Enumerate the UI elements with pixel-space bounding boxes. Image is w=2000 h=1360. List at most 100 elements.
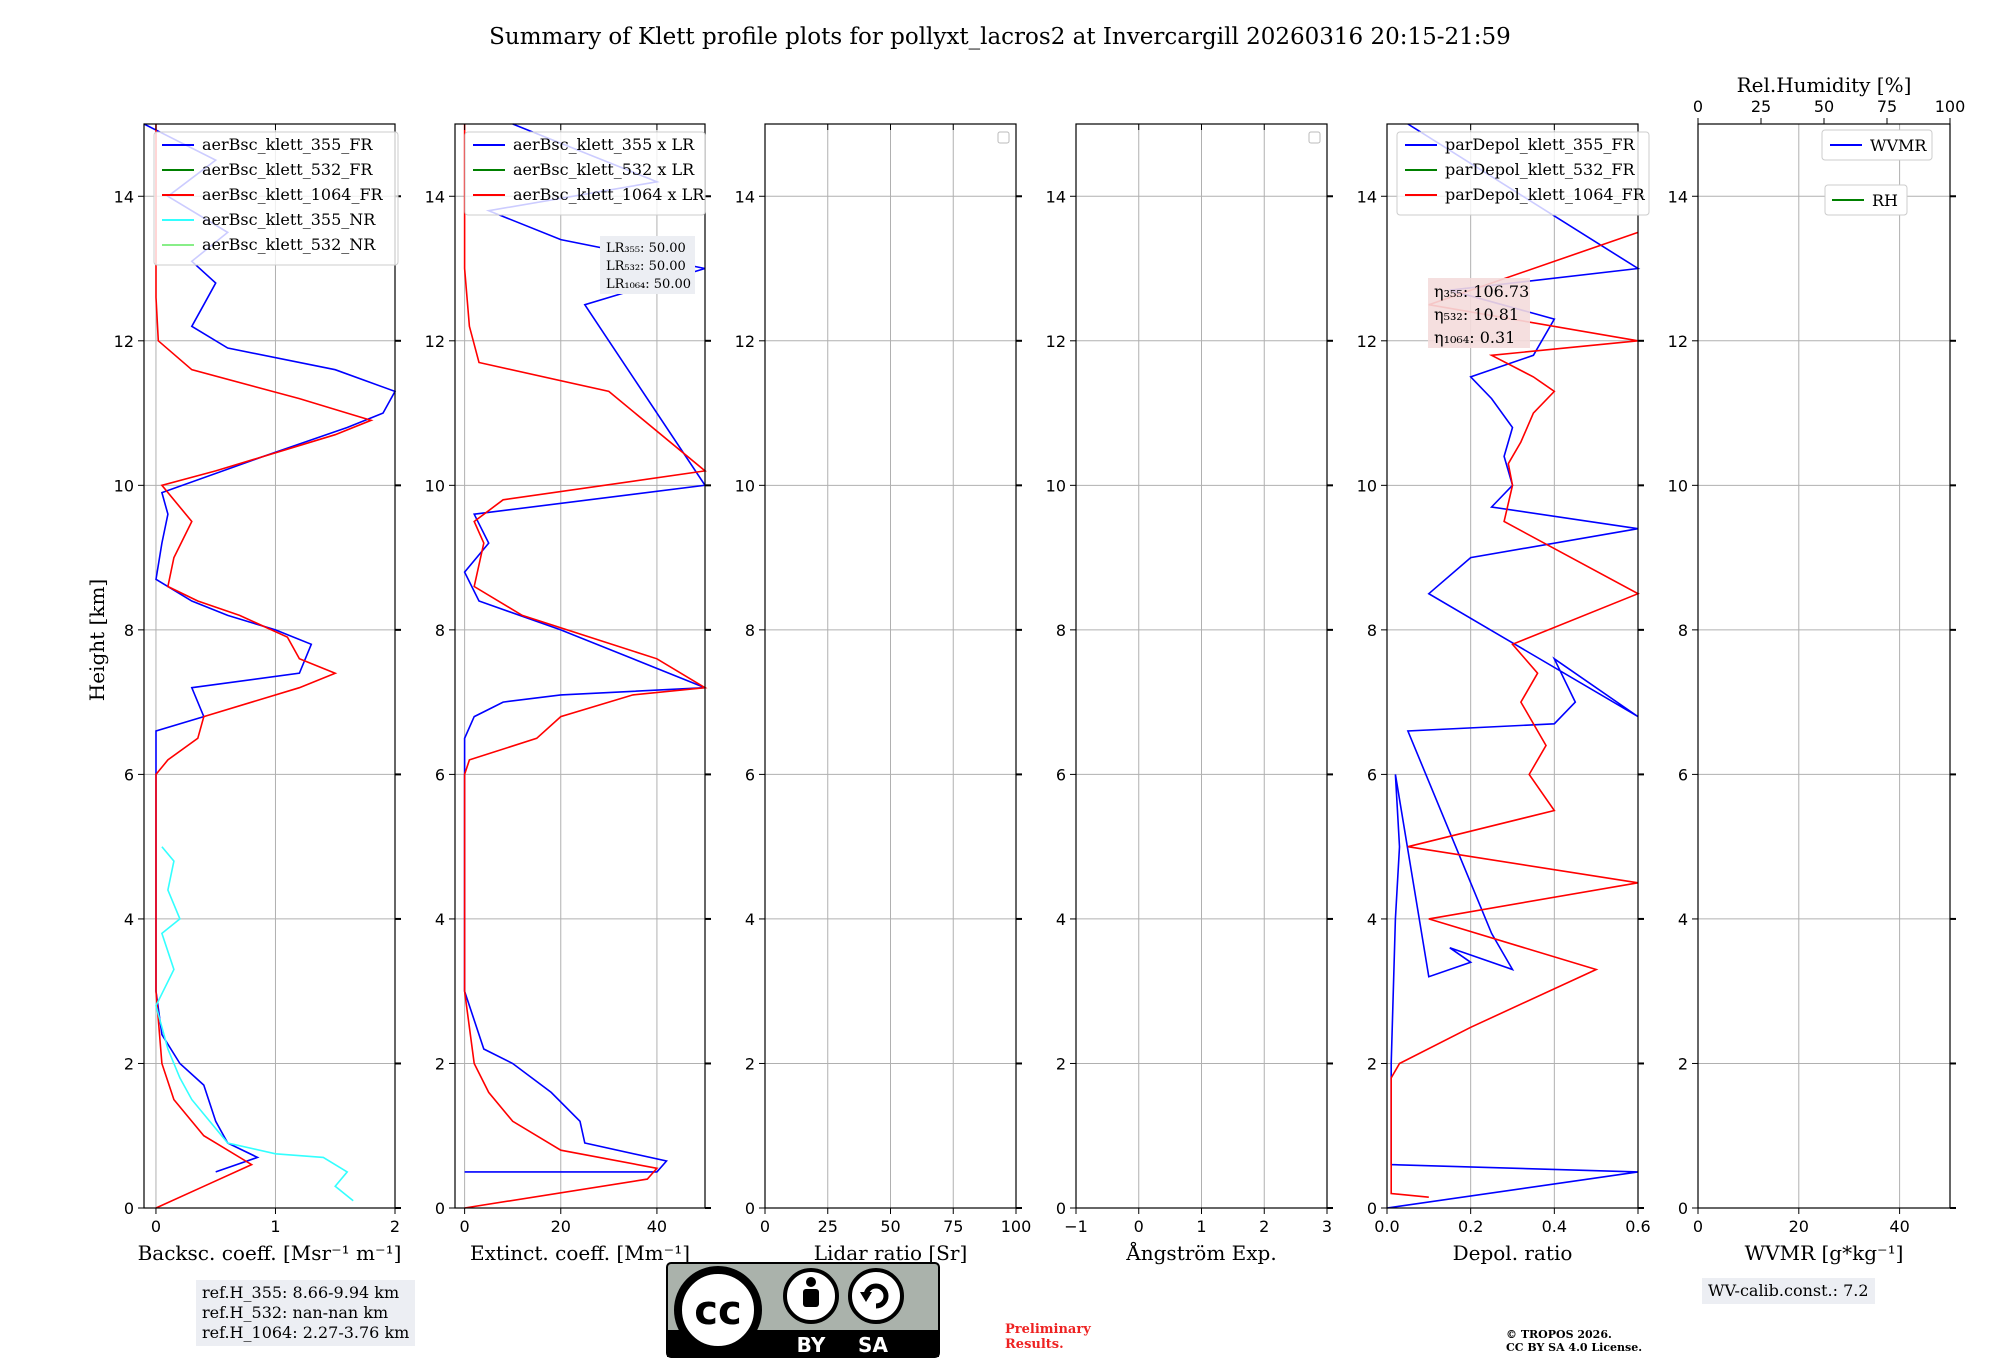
y-tick-label: 10 — [735, 476, 755, 495]
y-tick-label: 8 — [745, 621, 755, 640]
panel-extinction: 0 20 4002468101214Extinct. coeff. [Mm⁻¹]ae… — [425, 124, 711, 1265]
x-tick-label: 50 — [880, 1217, 900, 1236]
series-line-parDepol_klett_1064_FR — [1391, 232, 1638, 1197]
y-tick-label: 6 — [745, 765, 755, 784]
x-tick-label: 0 — [760, 1217, 770, 1236]
preliminary-line-1: Preliminary — [1005, 1322, 1091, 1337]
x2-tick-label: 0 — [1693, 97, 1703, 116]
lidar-ratio-text: LR₅₃₂: 50.00 — [606, 259, 686, 274]
figure: Summary of Klett profile plots for polly… — [0, 0, 2000, 1360]
by-label: BY — [797, 1333, 826, 1357]
legend-entry: aerBsc_klett_355 x LR — [513, 135, 695, 154]
x2-axis-label: Rel.Humidity [%] — [1737, 73, 1912, 97]
x-axis-label: Extinct. coeff. [Mm⁻¹] — [470, 1241, 690, 1265]
y-tick-label: 14 — [1668, 187, 1688, 206]
series-line-aerBsc_klett_1064_FR — [156, 124, 371, 1208]
figure-title: Summary of Klett profile plots for polly… — [489, 24, 1511, 50]
eta-text: η₃₅₅: 106.73 — [1434, 282, 1529, 301]
y-tick-label: 4 — [1367, 910, 1377, 929]
x-axis-label: WVMR [g*kg⁻¹] — [1745, 1241, 1904, 1265]
wv-calib-box: WV-calib.const.: 7.2 — [1702, 1278, 1875, 1304]
x-tick-label: 25 — [818, 1217, 838, 1236]
lidar-ratio-text: LR₁₀₆₄: 50.00 — [606, 277, 691, 292]
y-tick-label: 12 — [1046, 332, 1066, 351]
y-tick-label: 14 — [1357, 187, 1377, 206]
y-tick-label: 4 — [1056, 910, 1066, 929]
y-tick-label: 10 — [114, 476, 134, 495]
panel-water_vapor: 0 20 40 0 2 4 6 8 10 12 14 WVMR [g*kg⁻¹] 0 25 50 75 100 R… — [1668, 73, 1966, 1265]
x-tick-label: 100 — [1001, 1217, 1032, 1236]
empty-legend — [1309, 132, 1320, 143]
share-alike-icon — [850, 1270, 902, 1322]
y-tick-label: 4 — [1678, 910, 1688, 929]
y-tick-label: 0 — [435, 1199, 445, 1218]
y-tick-label: 12 — [425, 332, 445, 351]
x-tick-label: 0.6 — [1625, 1217, 1650, 1236]
x-tick-label: 0 — [151, 1217, 161, 1236]
x-tick-label: 0.2 — [1458, 1217, 1483, 1236]
panel-depolarization: 0.0 0.2 0.4 0.6 0 2 4 6 8 10 12 14 Depol. ratio parDe… — [1357, 124, 1651, 1265]
y-tick-label: 12 — [735, 332, 755, 351]
y-tick-label: 8 — [435, 621, 445, 640]
y-tick-label: 10 — [425, 476, 445, 495]
legend-entry: aerBsc_klett_355_FR — [202, 135, 373, 154]
panel-lidar_ratio: 0 25 50 75 10002468101214Lidar ratio [Sr] — [735, 124, 1032, 1265]
y-tick-label: 14 — [735, 187, 755, 206]
x2-tick-label: 50 — [1814, 97, 1834, 116]
x-tick-label: 0 — [1134, 1217, 1144, 1236]
y-tick-label: 14 — [1046, 187, 1066, 206]
ref-height-532: ref.H_532: nan-nan km — [202, 1303, 409, 1323]
legend-entry: aerBsc_klett_355_NR — [202, 210, 376, 229]
legend-entry: aerBsc_klett_1064 x LR — [513, 185, 705, 204]
x-tick-label: −1 — [1064, 1217, 1088, 1236]
x-tick-label: 1 — [270, 1217, 280, 1236]
y-tick-label: 8 — [1056, 621, 1066, 640]
x2-tick-label: 25 — [1751, 97, 1771, 116]
x2-tick-label: 100 — [1935, 97, 1966, 116]
legend-entry: parDepol_klett_1064_FR — [1445, 185, 1646, 204]
x-axis-label: Depol. ratio — [1453, 1241, 1573, 1265]
legend-entry: aerBsc_klett_532_FR — [202, 160, 373, 179]
y-tick-label: 6 — [435, 765, 445, 784]
legend-entry: WVMR — [1870, 136, 1927, 155]
y-tick-label: 2 — [745, 1054, 755, 1073]
x-tick-label: 0 — [460, 1217, 470, 1236]
y-tick-label: 8 — [1678, 621, 1688, 640]
wv-calib-text: WV-calib.const.: 7.2 — [1708, 1281, 1869, 1300]
y-tick-label: 4 — [745, 910, 755, 929]
x-tick-label: 0 — [1693, 1217, 1703, 1236]
x-tick-label: 20 — [551, 1217, 571, 1236]
y-tick-label: 14 — [425, 187, 445, 206]
x-axis-label: Ångström Exp. — [1125, 1240, 1276, 1265]
ref-heights-box: ref.H_355: 8.66-9.94 km ref.H_532: nan-n… — [196, 1280, 415, 1346]
cc-by-sa-logo: cc BY SA — [666, 1262, 940, 1358]
legend-entry: parDepol_klett_355_FR — [1445, 135, 1636, 154]
y-tick-label: 2 — [435, 1054, 445, 1073]
x-tick-label: 2 — [1259, 1217, 1269, 1236]
x-tick-label: 1 — [1196, 1217, 1206, 1236]
y-tick-label: 12 — [114, 332, 134, 351]
empty-legend — [998, 132, 1009, 143]
sa-label: SA — [858, 1333, 888, 1357]
y-tick-label: 2 — [1056, 1054, 1066, 1073]
preliminary-line-2: Results. — [1005, 1337, 1091, 1352]
eta-text: η₁₀₆₄: 0.31 — [1434, 328, 1515, 347]
cc-logo-letters: cc — [694, 1288, 741, 1334]
series-line-aerBsc_klett_355_FR — [144, 124, 395, 1172]
axes-frame — [144, 124, 395, 1208]
legend-entry: parDepol_klett_532_FR — [1445, 160, 1636, 179]
legend-entry: aerBsc_klett_1064_FR — [202, 185, 384, 204]
x-tick-label: 40 — [647, 1217, 667, 1236]
copyright-note: © TROPOS 2026. CC BY SA 4.0 License. — [1506, 1328, 1642, 1354]
legend-entry: aerBsc_klett_532 x LR — [513, 160, 695, 179]
x-tick-label: 0.4 — [1542, 1217, 1567, 1236]
y-tick-label: 12 — [1357, 332, 1377, 351]
y-axis-label: Height [km] — [85, 579, 109, 701]
y-tick-label: 2 — [1678, 1054, 1688, 1073]
y-tick-label: 6 — [1367, 765, 1377, 784]
y-tick-label: 2 — [124, 1054, 134, 1073]
y-tick-label: 0 — [745, 1199, 755, 1218]
preliminary-note: Preliminary Results. — [1005, 1322, 1091, 1352]
x-tick-label: 2 — [390, 1217, 400, 1236]
